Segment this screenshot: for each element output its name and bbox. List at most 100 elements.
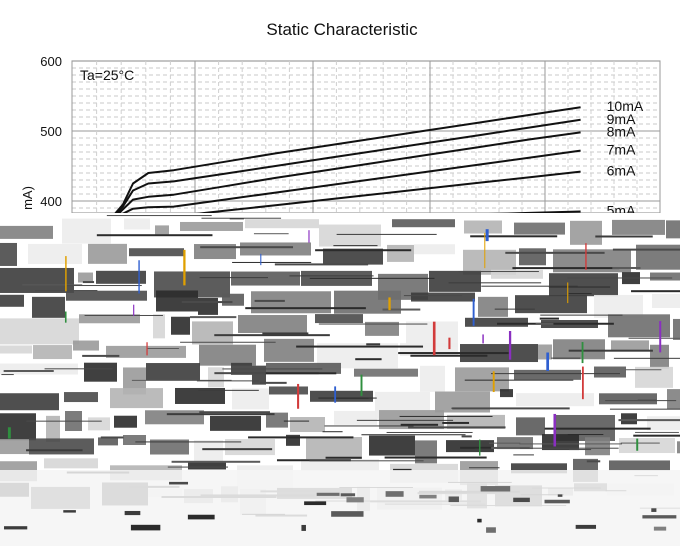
glitch-scanline [100,436,124,439]
glitch-scanline [469,467,500,469]
glitch-block [420,365,445,392]
glitch-block [435,391,490,413]
glitch-scanline [1,374,14,376]
glitch-scanline [505,251,605,254]
glitch-block [619,438,675,454]
glitch-block [33,345,72,360]
glitch-scanline [393,468,412,471]
glitch-block [666,220,680,239]
glitch-scanline [470,235,558,238]
glitch-block [0,225,53,239]
glitch-scanline [167,466,229,468]
glitch-block [124,218,150,230]
glitch-scanline [26,449,83,452]
plot-border [71,60,661,214]
glitch-scanline [519,443,622,445]
glitch-scanline [474,446,530,449]
glitch-fragment [340,493,356,497]
glitch-scanline [539,317,559,320]
glitch-scanline [166,413,275,416]
glitch-scanline [568,349,653,352]
glitch-scanline [497,322,614,325]
glitch-scanline [315,249,412,252]
glitch-fragment [130,524,161,531]
glitch-scanline [612,266,641,269]
glitch-scanline [199,411,270,414]
glitch-scanline [96,234,213,237]
glitch-color-streak [585,243,587,270]
glitch-color-streak [479,439,481,456]
glitch-scanline [386,431,473,433]
glitch-scanline [442,421,470,424]
glitch-scanline [222,368,323,370]
glitch-block [515,295,587,314]
series-line-10mA [111,106,581,218]
glitch-color-streak [360,374,363,396]
glitch-block [222,293,244,306]
glitch-block [516,417,545,436]
glitch-scanline [460,446,492,449]
glitch-scanline [318,397,377,399]
glitch-color-streak [484,232,486,269]
glitch-scanline [356,419,454,421]
glitch-scanline [325,456,362,459]
glitch-fragment [331,511,364,517]
glitch-block [238,315,307,334]
glitch-block [310,390,373,402]
glitch-scanline [199,277,268,279]
glitch-color-streak [183,249,186,286]
glitch-block [199,344,256,366]
glitch-block [514,369,581,380]
glitch-block [240,242,311,256]
glitch-block [266,412,288,428]
glitch-scanline [540,314,623,316]
glitch-block [150,439,189,455]
glitch-block [677,441,680,454]
glitch-scanline [262,332,309,335]
glitch-block [78,272,93,283]
y-tick-label: 600 [40,54,62,69]
glitch-block [225,439,275,456]
glitch-block [44,458,98,469]
glitch-block [192,321,233,345]
glitch-block [429,270,481,292]
glitch-block [0,267,74,293]
glitch-scanline [171,460,261,463]
glitch-block [0,294,24,307]
y-tick-label: 500 [40,124,62,139]
glitch-scanline [458,271,539,273]
glitch-color-streak [581,366,584,400]
glitch-block [611,340,649,352]
glitch-block [62,218,111,244]
glitch-color-streak [485,229,489,242]
glitch-block [286,434,300,446]
glitch-scanline [613,357,680,359]
glitch-block [594,294,643,318]
glitch-block [516,393,594,407]
glitch-scanline [200,246,294,249]
glitch-scanline [490,373,620,375]
glitch-scanline [355,358,382,361]
glitch-color-streak [65,256,67,292]
glitch-block [210,415,261,431]
glitch-color-streak [133,304,135,316]
glitch-block [0,363,78,375]
glitch-block [319,224,381,247]
glitch-block [542,434,579,451]
glitch-fragment [651,508,657,512]
glitch-fragment [480,486,511,492]
glitch-block [180,221,243,231]
glitch-scanline [631,290,680,293]
glitch-fragment [187,514,215,520]
glitch-fragment [486,527,496,533]
glitch-color-streak [334,386,337,403]
glitch-scanline [289,275,374,277]
glitch-scanline [410,354,488,357]
glitch-block [123,367,146,395]
glitch-scanline [66,285,142,287]
glitch-color-streak [482,334,484,344]
glitch-scanline [625,369,662,371]
glitch-block [264,338,314,362]
